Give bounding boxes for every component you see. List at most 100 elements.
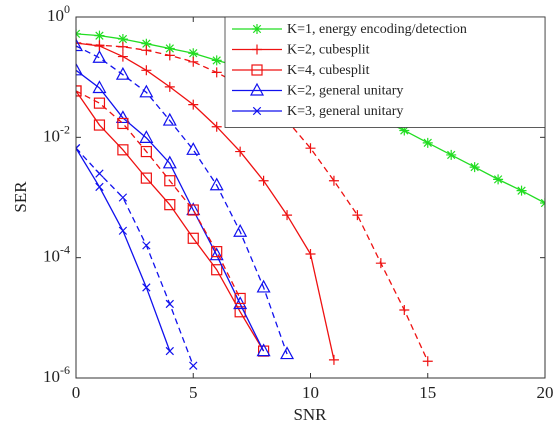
marker (118, 193, 128, 202)
y-tick-label: 10-2 (43, 122, 70, 145)
marker (375, 258, 386, 269)
legend: K=1, energy encoding/detection K=2, cubes… (224, 16, 546, 128)
marker (305, 143, 316, 154)
marker (92, 80, 107, 94)
marker (305, 249, 316, 260)
marker (118, 226, 128, 235)
marker (211, 264, 223, 276)
marker (252, 106, 262, 116)
x-tick-label: 10 (302, 383, 319, 402)
marker (164, 43, 175, 54)
marker (422, 356, 433, 367)
marker (141, 38, 152, 49)
legend-label: K=2, general unitary (287, 84, 403, 99)
marker (164, 50, 175, 61)
marker (164, 81, 175, 92)
x-axis-label: SNR (293, 405, 327, 424)
marker (164, 199, 176, 211)
y-tick-label: 100 (47, 2, 70, 25)
marker (211, 55, 222, 66)
marker (280, 346, 295, 360)
marker (187, 232, 199, 244)
marker (76, 85, 82, 97)
marker (95, 169, 104, 178)
marker (189, 361, 198, 370)
marker (469, 162, 480, 173)
marker (251, 64, 263, 76)
marker (256, 343, 271, 357)
series-line (76, 69, 265, 352)
marker (258, 175, 269, 186)
marker (94, 30, 105, 41)
x-tick-label: 0 (72, 383, 81, 402)
marker (235, 146, 246, 157)
x-tick-label: 5 (189, 383, 198, 402)
marker (117, 51, 128, 62)
marker (117, 41, 128, 52)
marker (139, 84, 154, 98)
marker (233, 223, 248, 237)
marker (252, 44, 262, 55)
marker (76, 38, 84, 52)
marker (209, 177, 224, 191)
marker (141, 45, 152, 56)
series-line (76, 90, 241, 299)
legend-label: K=3, general unitary (287, 104, 403, 119)
marker (141, 65, 152, 76)
marker (256, 279, 271, 293)
series-line (76, 42, 335, 361)
marker (188, 56, 199, 67)
marker (186, 142, 201, 155)
marker (209, 247, 224, 261)
legend-box (224, 16, 546, 128)
marker (76, 144, 81, 153)
marker (328, 354, 339, 365)
marker (249, 82, 265, 96)
marker (399, 304, 410, 315)
marker (446, 149, 457, 160)
marker (234, 306, 246, 318)
marker (328, 175, 339, 186)
marker (140, 145, 152, 158)
y-tick-label: 10-4 (43, 242, 70, 265)
marker (142, 283, 151, 292)
marker (93, 119, 106, 131)
marker (493, 174, 504, 185)
marker (422, 137, 433, 148)
series-line (76, 90, 265, 352)
x-tick-label: 20 (537, 383, 554, 402)
marker (352, 210, 363, 221)
marker (282, 210, 293, 221)
y-axis-label: SER (11, 181, 30, 213)
x-tick-label: 15 (419, 383, 436, 402)
marker (115, 110, 130, 124)
marker (117, 117, 129, 130)
marker (399, 125, 410, 136)
marker (211, 246, 223, 258)
marker (140, 172, 152, 184)
marker (94, 40, 105, 51)
marker (76, 37, 81, 48)
marker (162, 155, 177, 169)
marker (211, 67, 222, 78)
marker (252, 24, 262, 34)
y-tick-label: 10-6 (43, 363, 70, 386)
marker (188, 48, 199, 59)
marker (117, 34, 128, 45)
marker (115, 66, 130, 80)
marker (187, 204, 199, 216)
marker (162, 112, 177, 126)
marker (516, 185, 527, 196)
legend-label: K=2, cubesplit (287, 43, 370, 58)
legend-label: K=1, energy encoding/detection (287, 22, 467, 37)
marker (95, 182, 104, 192)
marker (139, 130, 154, 143)
marker (142, 241, 151, 250)
marker (117, 144, 129, 156)
marker (93, 97, 106, 109)
series-line (76, 45, 288, 355)
marker (234, 292, 246, 305)
marker (76, 62, 84, 76)
series-line (76, 147, 194, 366)
